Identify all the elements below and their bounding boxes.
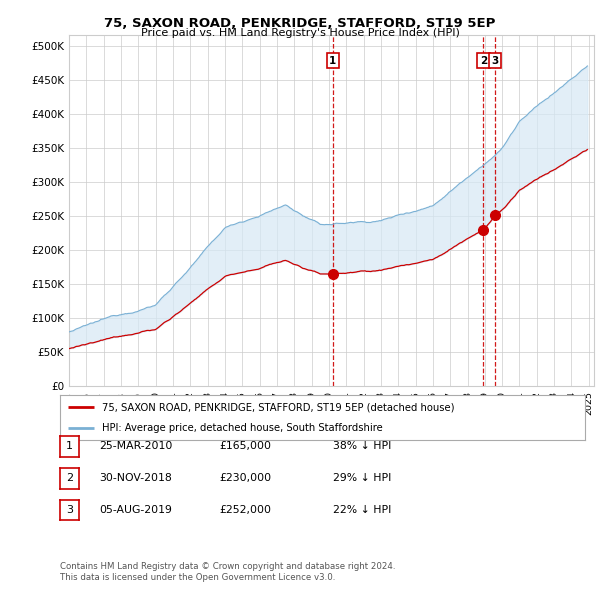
Text: 3: 3 (491, 55, 499, 65)
Text: Contains HM Land Registry data © Crown copyright and database right 2024.
This d: Contains HM Land Registry data © Crown c… (60, 562, 395, 582)
Text: £230,000: £230,000 (219, 473, 271, 483)
Text: HPI: Average price, detached house, South Staffordshire: HPI: Average price, detached house, Sout… (102, 424, 383, 434)
Text: £252,000: £252,000 (219, 505, 271, 514)
Text: 25-MAR-2010: 25-MAR-2010 (99, 441, 172, 451)
Text: 30-NOV-2018: 30-NOV-2018 (99, 473, 172, 483)
Text: 05-AUG-2019: 05-AUG-2019 (99, 505, 172, 514)
Text: Price paid vs. HM Land Registry's House Price Index (HPI): Price paid vs. HM Land Registry's House … (140, 28, 460, 38)
Text: 75, SAXON ROAD, PENKRIDGE, STAFFORD, ST19 5EP: 75, SAXON ROAD, PENKRIDGE, STAFFORD, ST1… (104, 17, 496, 30)
Text: 38% ↓ HPI: 38% ↓ HPI (333, 441, 391, 451)
Text: 29% ↓ HPI: 29% ↓ HPI (333, 473, 391, 483)
Text: 1: 1 (66, 441, 73, 451)
Text: 22% ↓ HPI: 22% ↓ HPI (333, 505, 391, 514)
Text: 1: 1 (329, 55, 337, 65)
Text: 75, SAXON ROAD, PENKRIDGE, STAFFORD, ST19 5EP (detached house): 75, SAXON ROAD, PENKRIDGE, STAFFORD, ST1… (102, 402, 455, 412)
Text: £165,000: £165,000 (219, 441, 271, 451)
Text: 2: 2 (480, 55, 487, 65)
Text: 2: 2 (66, 473, 73, 483)
Text: 3: 3 (66, 505, 73, 515)
